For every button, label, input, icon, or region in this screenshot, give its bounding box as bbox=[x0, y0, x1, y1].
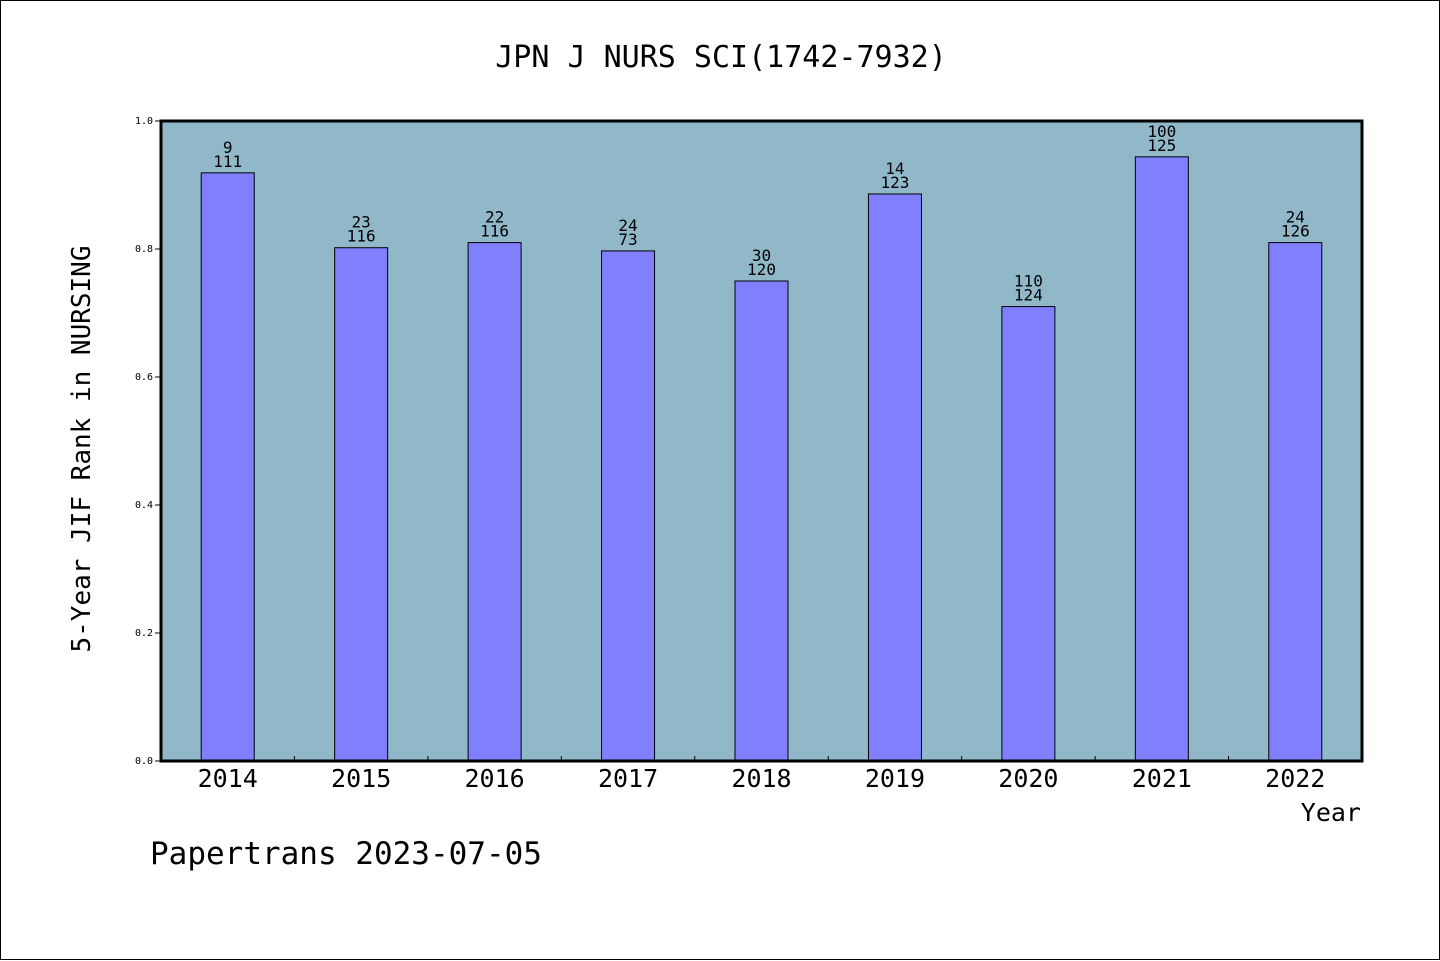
y-tick-label: 0.8 bbox=[135, 244, 153, 255]
bar-total-label: 73 bbox=[618, 230, 637, 249]
y-tick-label: 1.0 bbox=[135, 116, 153, 127]
plot-border bbox=[159, 119, 1364, 763]
bar-total-label: 120 bbox=[747, 260, 776, 279]
x-tick-label: 2019 bbox=[865, 764, 925, 793]
x-tick-label: 2014 bbox=[198, 764, 258, 793]
bar-rank-label: 24 bbox=[1286, 208, 1305, 227]
y-tick-label: 0.6 bbox=[135, 372, 153, 383]
footer-stamp: Papertrans 2023-07-05 bbox=[150, 836, 542, 872]
bar-2020 bbox=[1001, 306, 1056, 762]
x-tick-label: 2015 bbox=[331, 764, 391, 793]
bar-2016 bbox=[467, 242, 522, 762]
bar-2014 bbox=[200, 172, 255, 762]
x-tick-label: 2020 bbox=[998, 764, 1058, 793]
bars-layer bbox=[200, 156, 1323, 762]
bar-rank-label: 9 bbox=[223, 138, 233, 157]
bar-rank-label: 22 bbox=[485, 208, 504, 227]
x-tick-label: 2022 bbox=[1265, 764, 1325, 793]
bar-2019 bbox=[867, 193, 922, 762]
bar-2021 bbox=[1134, 156, 1189, 762]
bar-2017 bbox=[601, 250, 656, 762]
bar-total-label: 123 bbox=[880, 173, 909, 192]
y-tick-label: 0.0 bbox=[135, 756, 153, 767]
bar-total-label: 116 bbox=[347, 227, 376, 246]
x-tick-label: 2018 bbox=[731, 764, 791, 793]
x-axis-label: Year bbox=[1301, 798, 1361, 827]
y-tick-label: 0.4 bbox=[135, 500, 153, 511]
x-axis-ticks: 2014 2015 2016 2017 2018 2019 2020 2021 2022 bbox=[198, 756, 1325, 793]
x-tick-label: 2021 bbox=[1132, 764, 1192, 793]
y-axis-ticks: 0.0 0.2 0.4 0.6 0.8 1.0 bbox=[135, 116, 161, 767]
bar-total-label: 126 bbox=[1281, 222, 1310, 241]
bar-rank-label: 23 bbox=[352, 213, 371, 232]
bar-total-label: 125 bbox=[1147, 136, 1176, 155]
bar-2022 bbox=[1268, 242, 1323, 762]
bar-total-label: 116 bbox=[480, 222, 509, 241]
bar-rank-label: 110 bbox=[1014, 272, 1043, 291]
y-tick-label: 0.2 bbox=[135, 628, 153, 639]
bar-total-label: 111 bbox=[213, 152, 242, 171]
y-axis-label: 5-Year JIF Rank in NURSING bbox=[67, 246, 97, 653]
bar-2018 bbox=[734, 280, 789, 762]
bar-rank-label: 24 bbox=[618, 216, 637, 235]
bar-rank-label: 100 bbox=[1147, 122, 1176, 141]
bar-2015 bbox=[334, 247, 389, 762]
bar-total-label: 124 bbox=[1014, 286, 1043, 305]
chart-title: JPN J NURS SCI(1742-7932) bbox=[495, 40, 947, 75]
bar-rank-label: 14 bbox=[885, 159, 904, 178]
bar-rank-label: 30 bbox=[752, 246, 771, 265]
x-tick-label: 2017 bbox=[598, 764, 658, 793]
x-tick-label: 2016 bbox=[465, 764, 525, 793]
